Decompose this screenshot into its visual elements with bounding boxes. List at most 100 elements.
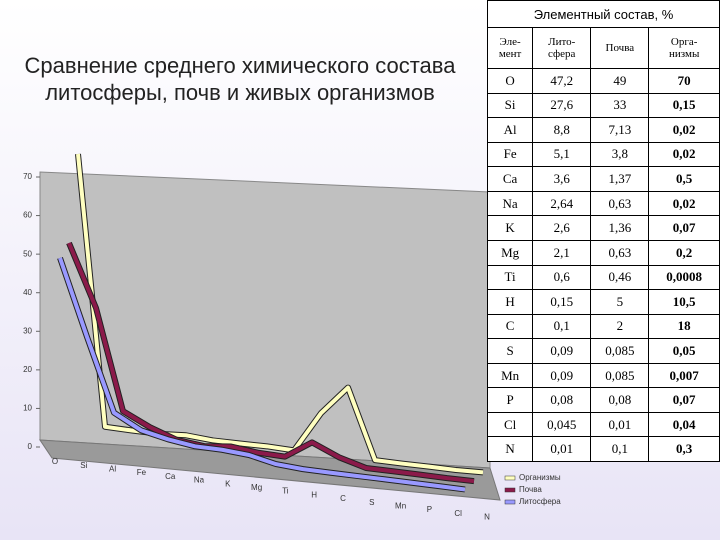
table-row: S 0,09 0,085 0,05 (486, 338, 720, 364)
table-row: Si 27,6 33 0,15 (486, 92, 720, 119)
table-row: Ca 3,6 1,37 0,5 (486, 166, 720, 192)
table-cell: Cl (486, 411, 534, 438)
table-row: Al 8,8 7,13 0,02 (486, 117, 720, 143)
table-cell: 47,2 (532, 68, 592, 94)
legend-label: Почва (519, 485, 542, 494)
table-row: O 47,2 49 70 (486, 68, 720, 94)
x-tick-label: Al (109, 465, 116, 474)
table-cell: 0,5 (648, 166, 720, 192)
x-tick-label: Ti (282, 487, 289, 496)
table-cell: 0,08 (590, 387, 650, 413)
table-cell: 5 (590, 289, 650, 315)
table-cell: Лито- сфера (532, 27, 592, 69)
x-tick-label: S (369, 498, 374, 507)
y-tick-label: 0 (28, 442, 33, 451)
series-line (67, 242, 475, 484)
table-cell: Элементный состав, % (487, 0, 720, 28)
table-cell: K (486, 215, 534, 241)
table-cell: 0,07 (648, 215, 720, 241)
table-row: N 0,01 0,1 0,3 (486, 436, 720, 462)
table-cell: 5,1 (532, 141, 592, 168)
table-cell: 0,0008 (648, 264, 720, 291)
table-cell: 0,02 (648, 117, 720, 143)
table-cell: Si (486, 92, 534, 119)
table-cell: 0,05 (648, 338, 720, 364)
table-cell: 2,1 (532, 239, 592, 266)
y-tick-label: 10 (23, 404, 32, 413)
table-cell: 0,007 (648, 362, 720, 389)
y-tick-label: 40 (23, 288, 32, 297)
table-cell: 0,63 (590, 190, 650, 217)
table-row: Mg 2,1 0,63 0,2 (486, 239, 720, 266)
table-row: C 0,1 2 18 (486, 313, 720, 340)
x-tick-label: N (484, 513, 490, 522)
table-cell: 0,085 (590, 362, 650, 389)
table-cell: P (486, 387, 534, 413)
table-cell: 0,3 (648, 436, 720, 462)
table-cell: O (486, 68, 534, 94)
x-tick-label: O (52, 457, 58, 466)
table-cell: 2,64 (532, 190, 592, 217)
table-cell: 0,08 (532, 387, 592, 413)
table-cell: Почва (590, 27, 650, 69)
table-cell: 0,01 (590, 411, 650, 438)
table-cell: 0,1 (590, 436, 650, 462)
legend-label: Литосфера (519, 497, 561, 506)
table-cell: 10,5 (648, 289, 720, 315)
table-cell: Fe (486, 141, 534, 168)
table-cell: 0,15 (648, 92, 720, 119)
table-row: Элементный состав, % (487, 0, 720, 28)
table-row: P 0,08 0,08 0,07 (486, 387, 720, 413)
table-row: Na 2,64 0,63 0,02 (486, 190, 720, 217)
table-cell: 0,09 (532, 338, 592, 364)
y-tick-label: 70 (23, 172, 32, 181)
legend-swatch (504, 487, 516, 493)
table-cell: 0,045 (532, 411, 592, 438)
table-cell: Al (486, 117, 534, 143)
x-tick-label: H (311, 490, 317, 499)
table-cell: 18 (648, 313, 720, 340)
table-cell: 0,02 (648, 190, 720, 217)
y-tick-label: 50 (23, 249, 32, 258)
table-cell: 0,01 (532, 436, 592, 462)
legend-label: Организмы (519, 473, 561, 482)
x-tick-label: Si (80, 461, 87, 470)
table-row: Mn 0,09 0,085 0,007 (486, 362, 720, 389)
table-cell: 27,6 (532, 92, 592, 119)
table-cell: 1,36 (590, 215, 650, 241)
table-cell: 0,1 (532, 313, 592, 340)
table-cell: 0,02 (648, 141, 720, 168)
x-tick-label: Na (194, 476, 205, 485)
series-line (58, 257, 466, 492)
table-row: Эле- мент Лито- сфера Почва Орга- низмы (486, 27, 720, 69)
table-cell: N (486, 436, 534, 462)
table-cell: 70 (648, 68, 720, 94)
chart-title: Сравнение среднего химического состава л… (24, 53, 456, 105)
table-cell: Na (486, 190, 534, 217)
table-cell: Mn (486, 362, 534, 389)
table-cell: Ca (486, 166, 534, 192)
table-cell: 7,13 (590, 117, 650, 143)
table-cell: 0,46 (590, 264, 650, 291)
table-cell: S (486, 338, 534, 364)
x-tick-label: C (340, 494, 346, 503)
table-cell: 0,085 (590, 338, 650, 364)
table-cell: 0,04 (648, 411, 720, 438)
table-cell: 3,8 (590, 141, 650, 168)
table-cell: 1,37 (590, 166, 650, 192)
table-cell: Эле- мент (486, 27, 534, 69)
table-cell: 0,09 (532, 362, 592, 389)
table-cell: 2,6 (532, 215, 592, 241)
table-row: K 2,6 1,36 0,07 (486, 215, 720, 241)
y-tick-label: 20 (23, 365, 32, 374)
legend-swatch (504, 475, 516, 481)
y-tick-label: 60 (23, 211, 32, 220)
table-cell: 0,63 (590, 239, 650, 266)
table-cell: 33 (590, 92, 650, 119)
table-cell: 0,15 (532, 289, 592, 315)
table-row: Ti 0,6 0,46 0,0008 (486, 264, 720, 291)
x-tick-label: Mg (251, 483, 262, 492)
table-cell: H (486, 289, 534, 315)
